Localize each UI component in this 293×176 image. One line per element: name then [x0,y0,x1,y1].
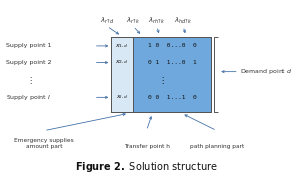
Text: Transfer point h: Transfer point h [124,144,169,149]
Text: Supply point 1: Supply point 1 [6,43,51,48]
Text: $\vdots$: $\vdots$ [158,75,164,86]
Text: $\lambda_{r?d}$: $\lambda_{r?d}$ [100,16,114,26]
Text: $\lambda_{rh?k}$: $\lambda_{rh?k}$ [148,16,165,26]
Text: 0 0  1...1  0: 0 0 1...1 0 [148,95,197,100]
Text: Demand point $d$: Demand point $d$ [240,67,293,76]
Bar [133,37,211,112]
Text: 0 1  1...0  1: 0 1 1...0 1 [148,60,197,65]
Text: $\lambda_{hd?k}$: $\lambda_{hd?k}$ [174,16,192,26]
Text: $\vdots$: $\vdots$ [26,75,33,86]
Bar [111,37,211,112]
Text: $\mathbf{Figure\ 2.}$ Solution structure: $\mathbf{Figure\ 2.}$ Solution structure [75,160,218,174]
Bar [111,37,133,112]
Text: 1 0  0...0  0: 1 0 0...0 0 [148,43,197,48]
Text: $x_{1,d}$: $x_{1,d}$ [115,42,129,49]
Text: path planning part: path planning part [190,144,244,149]
Text: $x_{2,d}$: $x_{2,d}$ [115,59,129,66]
Text: Supply point 2: Supply point 2 [6,60,51,65]
Text: $x_{I,d}$: $x_{I,d}$ [116,94,128,101]
Text: Emergency supplies
amount part: Emergency supplies amount part [14,138,74,149]
Text: $\lambda_{r?k}$: $\lambda_{r?k}$ [126,16,140,26]
Text: Supply point $I$: Supply point $I$ [6,93,51,102]
